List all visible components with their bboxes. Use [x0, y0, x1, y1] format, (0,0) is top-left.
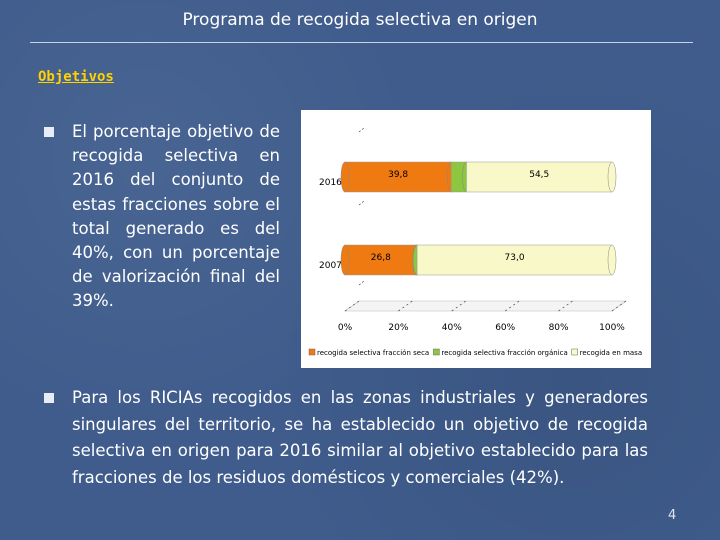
category-label: 2007: [319, 261, 342, 271]
bar-segment: [344, 244, 417, 276]
bar-left-cap: [340, 161, 350, 193]
axis-tick: [358, 127, 365, 133]
chart-canvas: 0%20%40%60%80%100%39,85,754,5201626,80,2…: [308, 127, 643, 357]
title-divider: [30, 42, 693, 43]
data-label: 39,8: [388, 170, 408, 180]
bar-segment-cap: [607, 161, 617, 193]
page-number: 4: [668, 508, 677, 523]
axis-tick: [358, 200, 365, 206]
x-tick-label: 20%: [388, 323, 408, 333]
bar-left-cap: [340, 244, 350, 276]
x-tick-label: 60%: [495, 323, 515, 333]
axis-tick: [358, 280, 365, 286]
bar-segment-cap: [607, 244, 617, 276]
bullet-text-ricias: Para los RICIAs recogidos en las zonas i…: [72, 388, 648, 487]
bar-segment: [466, 161, 613, 193]
legend-label: recogida en masa: [580, 349, 643, 357]
chart-floor: [344, 300, 627, 312]
bar-segment: [416, 244, 613, 276]
bullet-square-icon: [44, 127, 54, 137]
category-label: 2016: [319, 178, 342, 188]
legend-label: recogida selectiva fracción orgánica: [441, 349, 567, 357]
bullet-square-icon: [44, 393, 54, 403]
data-label: 54,5: [529, 170, 549, 180]
section-heading: Objetivos: [38, 69, 114, 85]
legend-swatch: [308, 348, 316, 356]
x-tick-label: 40%: [442, 323, 462, 333]
legend-swatch: [571, 348, 578, 356]
legend-swatch: [433, 348, 440, 356]
bar-segment: [344, 161, 452, 193]
bullet-text-objective: El porcentaje objetivo de recogida selec…: [72, 122, 280, 311]
x-tick-label: 100%: [599, 323, 625, 333]
slide-title: Programa de recogida selectiva en origen: [182, 10, 538, 30]
data-label: 73,0: [505, 253, 525, 263]
x-tick-label: 80%: [549, 323, 569, 333]
data-label: 26,8: [371, 253, 391, 263]
x-tick-label: 0%: [338, 323, 353, 333]
stacked-bar-chart: 0%20%40%60%80%100%39,85,754,5201626,80,2…: [301, 110, 651, 368]
legend-label: recogida selectiva fracción seca: [317, 349, 429, 357]
